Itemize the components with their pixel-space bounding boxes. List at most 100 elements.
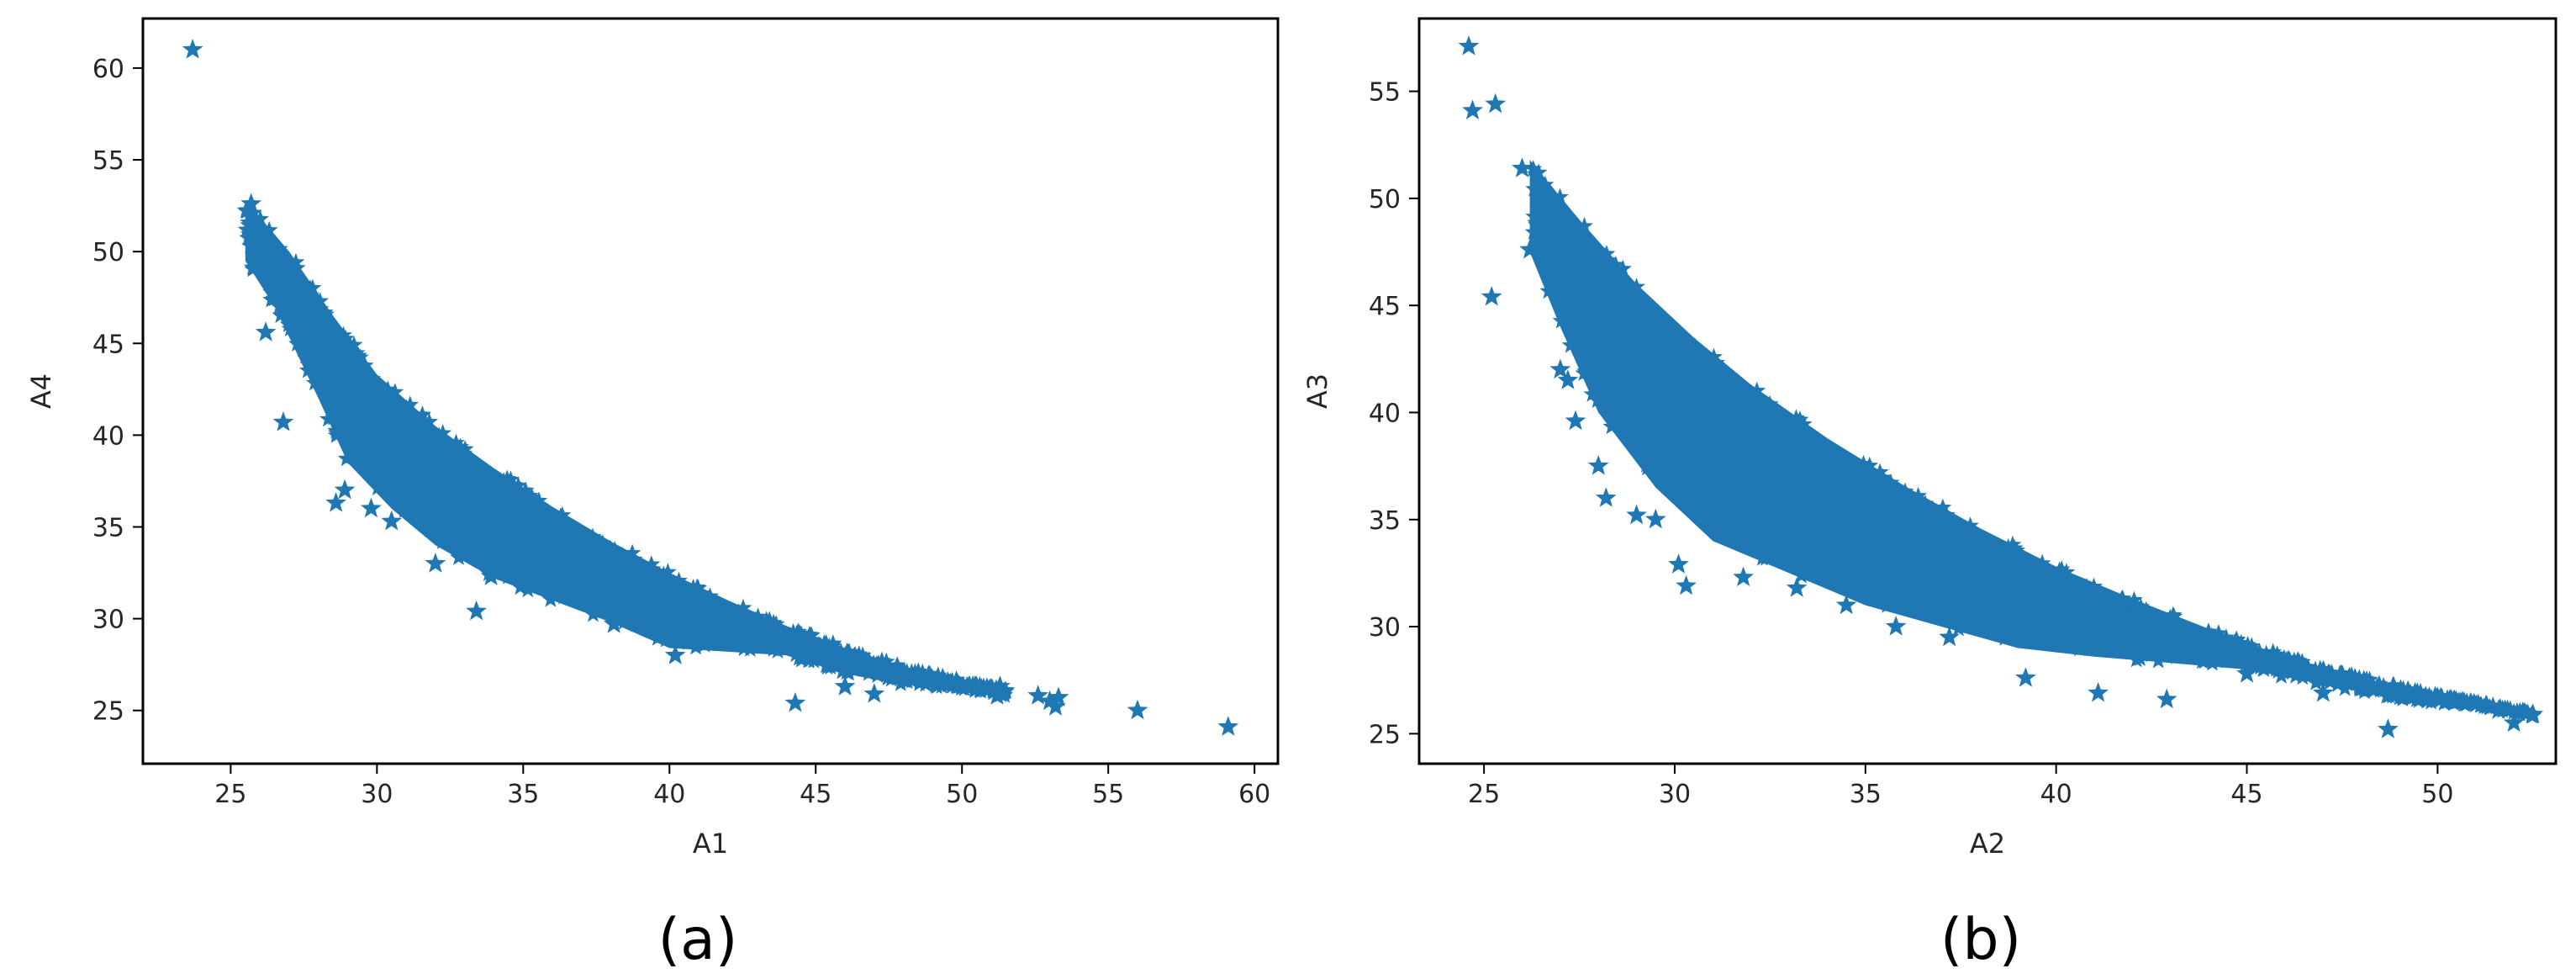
data-point: [335, 375, 353, 393]
y-tick-label: 25: [92, 697, 124, 727]
data-point: [2149, 651, 2167, 669]
data-point: [1905, 574, 1924, 592]
caption-b: (b): [1940, 907, 2021, 973]
data-point: [413, 446, 431, 463]
data-point: [1701, 369, 1719, 386]
data-point: [1602, 352, 1620, 368]
data-point: [732, 606, 750, 623]
data-point: [253, 261, 272, 278]
data-point: [301, 286, 319, 303]
data-point: [2016, 564, 2034, 582]
data-point: [320, 316, 338, 334]
data-point: [1956, 559, 1974, 577]
data-point: [1945, 558, 1963, 576]
data-point: [558, 551, 577, 569]
data-point: [2199, 622, 2218, 639]
data-point: [594, 534, 612, 551]
data-point: [1778, 502, 1796, 520]
data-point: [2125, 590, 2143, 608]
y-tick-label: 40: [1369, 399, 1401, 428]
data-point: [302, 355, 320, 373]
data-point: [1779, 492, 1797, 510]
y-tick-label: 55: [1369, 78, 1401, 108]
data-point: [1592, 372, 1611, 389]
data-point: [604, 577, 623, 594]
data-point: [1983, 601, 2002, 618]
data-point: [260, 220, 278, 238]
point-cloud: [1524, 160, 2542, 724]
data-point: [2278, 650, 2296, 668]
data-point: [2057, 605, 2075, 622]
data-point: [304, 293, 321, 310]
data-point: [1883, 549, 1902, 567]
data-point: [578, 585, 597, 603]
data-point: [1607, 278, 1625, 295]
data-point: [544, 575, 562, 593]
data-point: [244, 260, 262, 278]
data-point: [478, 474, 496, 491]
data-point: [1804, 436, 1823, 453]
data-point: [2048, 611, 2067, 628]
data-point: [442, 492, 461, 510]
data-point: [624, 564, 642, 582]
data-point: [1998, 622, 2016, 639]
data-point: [617, 552, 635, 569]
data-point: [1845, 475, 1864, 492]
data-point: [330, 330, 348, 347]
outlier-point: [381, 510, 403, 531]
data-point: [2024, 567, 2041, 585]
data-point: [2385, 680, 2404, 697]
data-point: [1639, 436, 1656, 453]
outlier-point: [1626, 504, 1647, 525]
data-point: [1960, 527, 1978, 544]
data-point: [1809, 520, 1828, 537]
data-point: [1795, 542, 1813, 560]
data-point: [682, 611, 700, 629]
y-tick-label: 50: [92, 238, 124, 267]
data-point: [1882, 538, 1900, 556]
data-point: [295, 329, 314, 347]
x-tick-label: 50: [2421, 780, 2453, 809]
data-point: [2033, 553, 2051, 571]
data-point: [1799, 489, 1818, 506]
data-point: [1859, 471, 1877, 488]
data-point: [1719, 447, 1738, 465]
data-point: [368, 479, 387, 496]
data-point: [534, 574, 552, 592]
data-point: [1631, 342, 1650, 360]
data-point: [2350, 676, 2368, 693]
data-point: [281, 320, 299, 337]
data-point: [2264, 643, 2283, 660]
data-point: [1978, 553, 1997, 570]
data-point: [1559, 315, 1576, 332]
data-point: [259, 232, 277, 249]
outlier-point: [990, 675, 1011, 696]
data-point: [2268, 645, 2286, 663]
data-point: [860, 651, 879, 669]
data-point: [283, 281, 302, 298]
data-point: [1551, 188, 1569, 205]
data-point: [510, 493, 529, 511]
outlier-point: [1519, 239, 1540, 259]
data-point: [2156, 612, 2174, 630]
data-point: [459, 466, 478, 484]
data-point: [2074, 607, 2093, 624]
data-point: [1771, 482, 1789, 500]
data-point: [1681, 442, 1699, 460]
data-point: [454, 444, 472, 461]
data-point: [658, 563, 677, 580]
data-point: [320, 368, 339, 385]
data-point: [1618, 353, 1637, 371]
data-point: [1871, 463, 1889, 480]
data-point: [609, 564, 627, 582]
data-point: [651, 606, 668, 624]
data-point: [288, 335, 306, 352]
data-point: [375, 475, 393, 493]
data-point: [241, 236, 259, 254]
data-point: [1574, 325, 1592, 342]
data-point: [617, 601, 635, 618]
data-point: [265, 289, 283, 307]
data-point: [2043, 620, 2061, 638]
data-point: [2336, 679, 2354, 696]
data-point: [1919, 590, 1937, 608]
